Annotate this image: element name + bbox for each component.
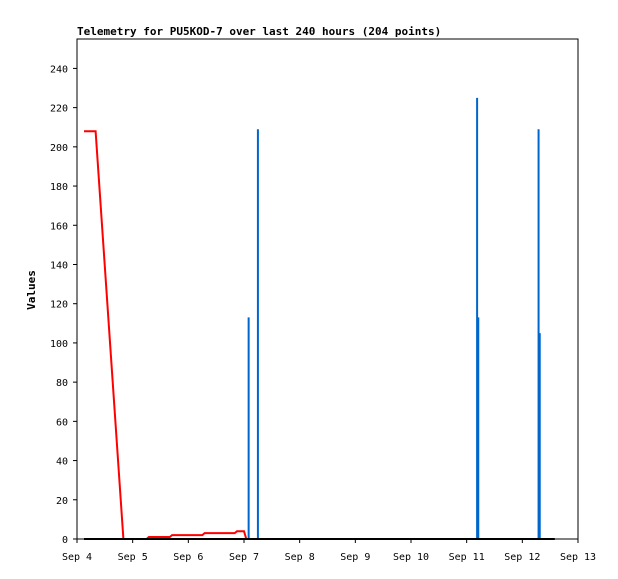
x-tick-label: Sep 10 — [393, 552, 429, 563]
y-tick-label: 100 — [50, 339, 68, 350]
x-tick-label: Sep 5 — [118, 552, 148, 563]
y-axis-label: Values — [25, 270, 38, 310]
chart-title: Telemetry for PU5KOD-7 over last 240 hou… — [77, 25, 441, 38]
y-tick-label: 180 — [50, 182, 68, 193]
plot-area: 0 20 40 60 80 100 120 140 160 180 200 220 240 Sep 4 Se… — [50, 38, 596, 563]
x-tick-label: Sep 7 — [229, 552, 259, 563]
y-tick-label: 40 — [56, 457, 68, 468]
x-tick-label: Sep 6 — [173, 552, 203, 563]
x-tick-label: Sep 13 — [560, 552, 596, 563]
y-tick-label: 20 — [56, 496, 68, 507]
y-tick-label: 80 — [56, 378, 68, 389]
series-line-0 — [84, 130, 248, 540]
y-tick-label: 60 — [56, 417, 68, 428]
y-tick-label: 120 — [50, 300, 68, 311]
x-tick-label: Sep 11 — [449, 552, 485, 563]
y-tick-label: 200 — [50, 143, 68, 154]
plot-frame — [76, 38, 579, 540]
y-tick-label: 160 — [50, 221, 68, 232]
x-tick-label: Sep 8 — [285, 552, 315, 563]
y-tick-label: 220 — [50, 104, 68, 115]
x-tick-label: Sep 9 — [340, 552, 370, 563]
x-tick-label: Sep 12 — [504, 552, 540, 563]
y-tick-label: 240 — [50, 64, 68, 75]
y-tick-label: 0 — [62, 535, 68, 546]
x-tick-label: Sep 4 — [62, 552, 92, 563]
y-tick-label: 140 — [50, 260, 68, 271]
